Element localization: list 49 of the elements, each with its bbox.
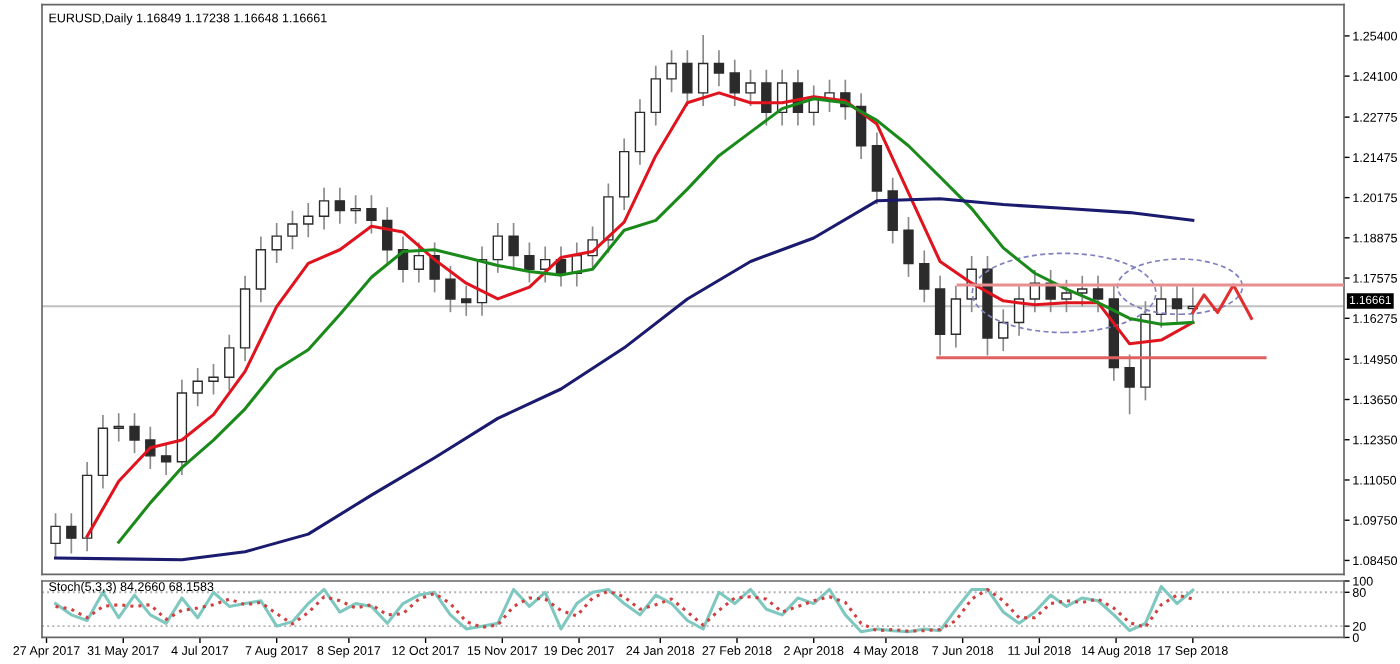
candlestick bbox=[603, 183, 614, 254]
candlestick bbox=[318, 187, 330, 230]
candlestick bbox=[666, 50, 677, 93]
candlestick bbox=[334, 187, 346, 224]
candlestick bbox=[66, 513, 77, 554]
candlestick bbox=[445, 265, 456, 313]
candlestick bbox=[255, 236, 267, 303]
candlestick bbox=[1077, 275, 1088, 307]
candlestick bbox=[634, 99, 646, 165]
candlestick bbox=[1092, 275, 1104, 313]
candlestick bbox=[950, 285, 962, 348]
candlestick bbox=[224, 334, 235, 391]
candlestick bbox=[1061, 279, 1072, 313]
candlestick bbox=[1171, 285, 1183, 322]
line-series bbox=[1191, 283, 1254, 320]
line-series bbox=[54, 197, 1195, 562]
candlestick bbox=[366, 195, 377, 234]
candlestick bbox=[508, 222, 519, 269]
candlestick bbox=[113, 413, 124, 442]
candlestick bbox=[934, 275, 946, 356]
candlestick bbox=[729, 59, 740, 107]
candlestick bbox=[650, 65, 661, 126]
candlestick bbox=[761, 69, 772, 126]
candlestick bbox=[618, 138, 630, 211]
candlestick bbox=[713, 50, 725, 87]
candlestick bbox=[287, 210, 298, 250]
candlestick bbox=[492, 222, 504, 273]
candlestick bbox=[303, 203, 314, 238]
candlestick bbox=[919, 250, 930, 303]
candlestick bbox=[350, 195, 361, 224]
candlestick bbox=[903, 217, 914, 277]
candlestick bbox=[887, 177, 898, 244]
candlestick bbox=[524, 242, 535, 283]
candlestick bbox=[271, 222, 282, 263]
candlestick bbox=[192, 368, 203, 407]
candlestick bbox=[413, 242, 425, 283]
candlestick bbox=[745, 69, 756, 107]
candlestick bbox=[461, 285, 472, 316]
candlestick bbox=[682, 50, 693, 107]
candlestick bbox=[697, 35, 709, 107]
candlestick bbox=[129, 413, 140, 454]
candlestick bbox=[1156, 285, 1167, 328]
candlestick bbox=[160, 442, 172, 475]
candlestick bbox=[1124, 354, 1135, 415]
candlestick bbox=[871, 132, 883, 205]
candlestick bbox=[50, 513, 61, 557]
candlestick bbox=[998, 309, 1009, 352]
candlestick bbox=[208, 364, 219, 395]
candlestick bbox=[97, 415, 109, 489]
